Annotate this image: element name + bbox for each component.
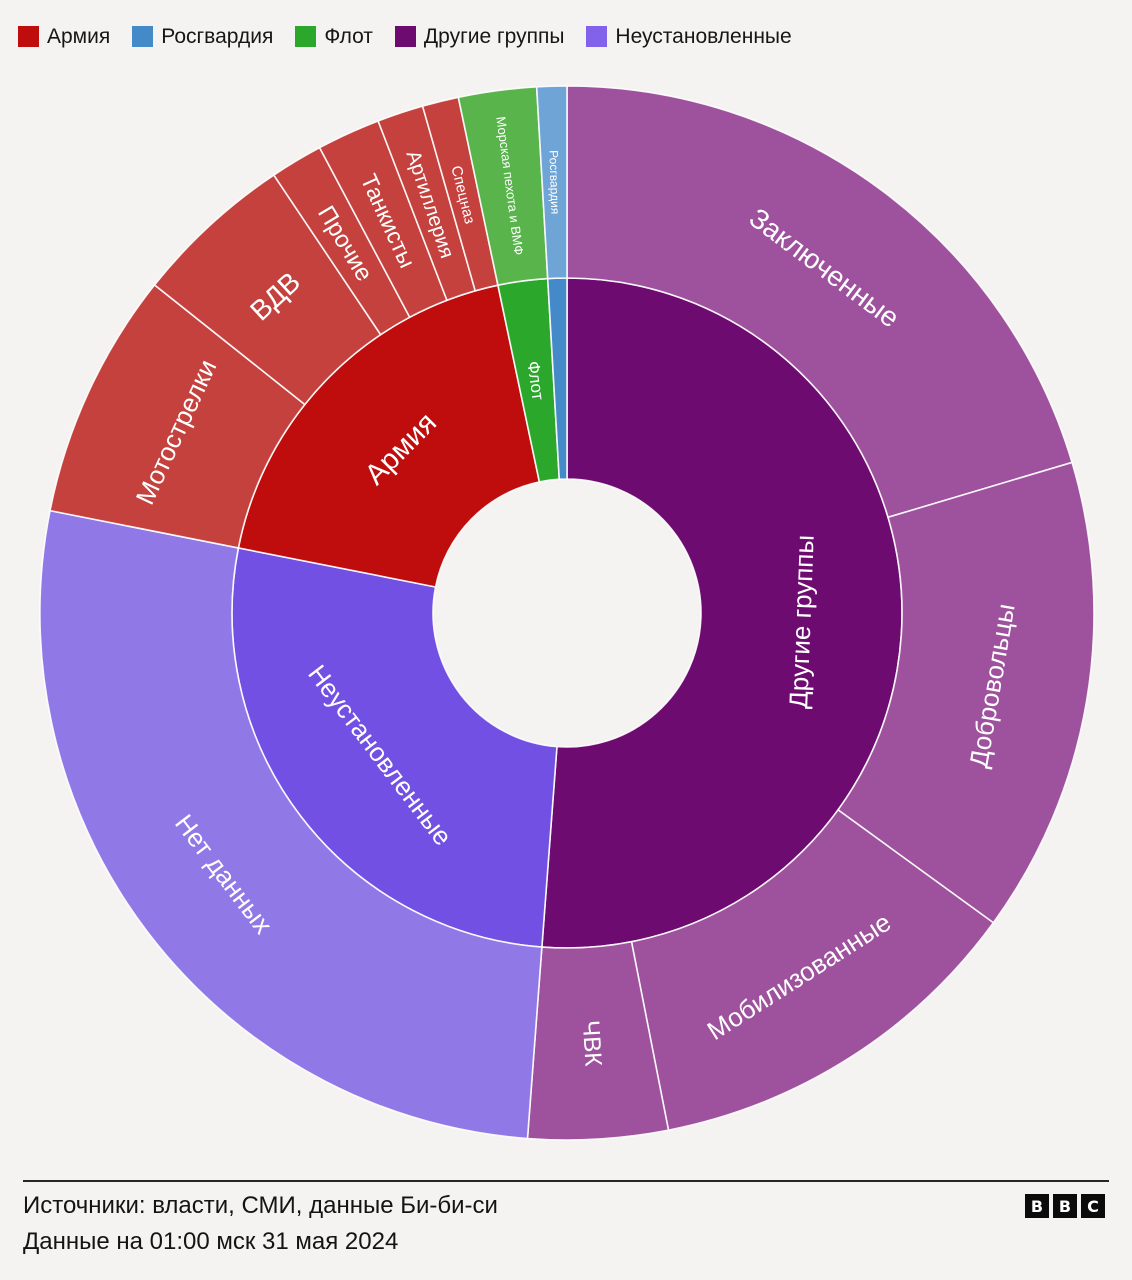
legend-swatch-drugie-gruppy bbox=[394, 26, 416, 47]
bbc-logo-letter: C bbox=[1081, 1194, 1105, 1218]
bbc-logo-letter: B bbox=[1025, 1194, 1049, 1218]
legend-label: Флот bbox=[324, 25, 373, 48]
legend: Армия Росгвардия Флот Другие группы Неус… bbox=[18, 26, 792, 47]
date-text: Данные на 01:00 мск 31 мая 2024 bbox=[23, 1228, 399, 1255]
outer-segment-0-0 bbox=[566, 85, 1074, 519]
outer-segment-0-1 bbox=[836, 461, 1095, 924]
outer-segment-1-0 bbox=[39, 509, 543, 1140]
legend-label: Неустановленные bbox=[615, 25, 792, 48]
bbc-logo-letter: B bbox=[1053, 1194, 1077, 1218]
legend-swatch-flot bbox=[295, 26, 317, 47]
legend-item-neustanovlennye: Неустановленные bbox=[586, 25, 792, 48]
legend-item-drugie-gruppy: Другие группы bbox=[394, 25, 565, 48]
footer-divider bbox=[23, 1180, 1109, 1182]
outer-segment-4-0 bbox=[535, 85, 568, 280]
legend-swatch-armiya bbox=[18, 26, 39, 47]
bbc-logo: B B C bbox=[1025, 1194, 1105, 1218]
segment-label: ЧВК bbox=[577, 1020, 607, 1068]
legend-item-armiya: Армия bbox=[18, 26, 110, 47]
source-text: Источники: власти, СМИ, данные Би-би-си bbox=[23, 1192, 498, 1219]
legend-label: Другие группы bbox=[423, 25, 565, 48]
legend-item-rosgvardiya: Росгвардия bbox=[132, 26, 273, 47]
legend-label: Армия bbox=[47, 25, 111, 48]
segment-label: Росгвардия bbox=[546, 150, 562, 214]
segment-label: Другие группы bbox=[783, 534, 820, 709]
legend-swatch-rosgvardiya bbox=[132, 26, 154, 47]
legend-item-flot: Флот bbox=[295, 26, 373, 47]
legend-swatch-neustanovlennye bbox=[586, 26, 608, 47]
legend-label: Росгвардия bbox=[161, 25, 274, 48]
